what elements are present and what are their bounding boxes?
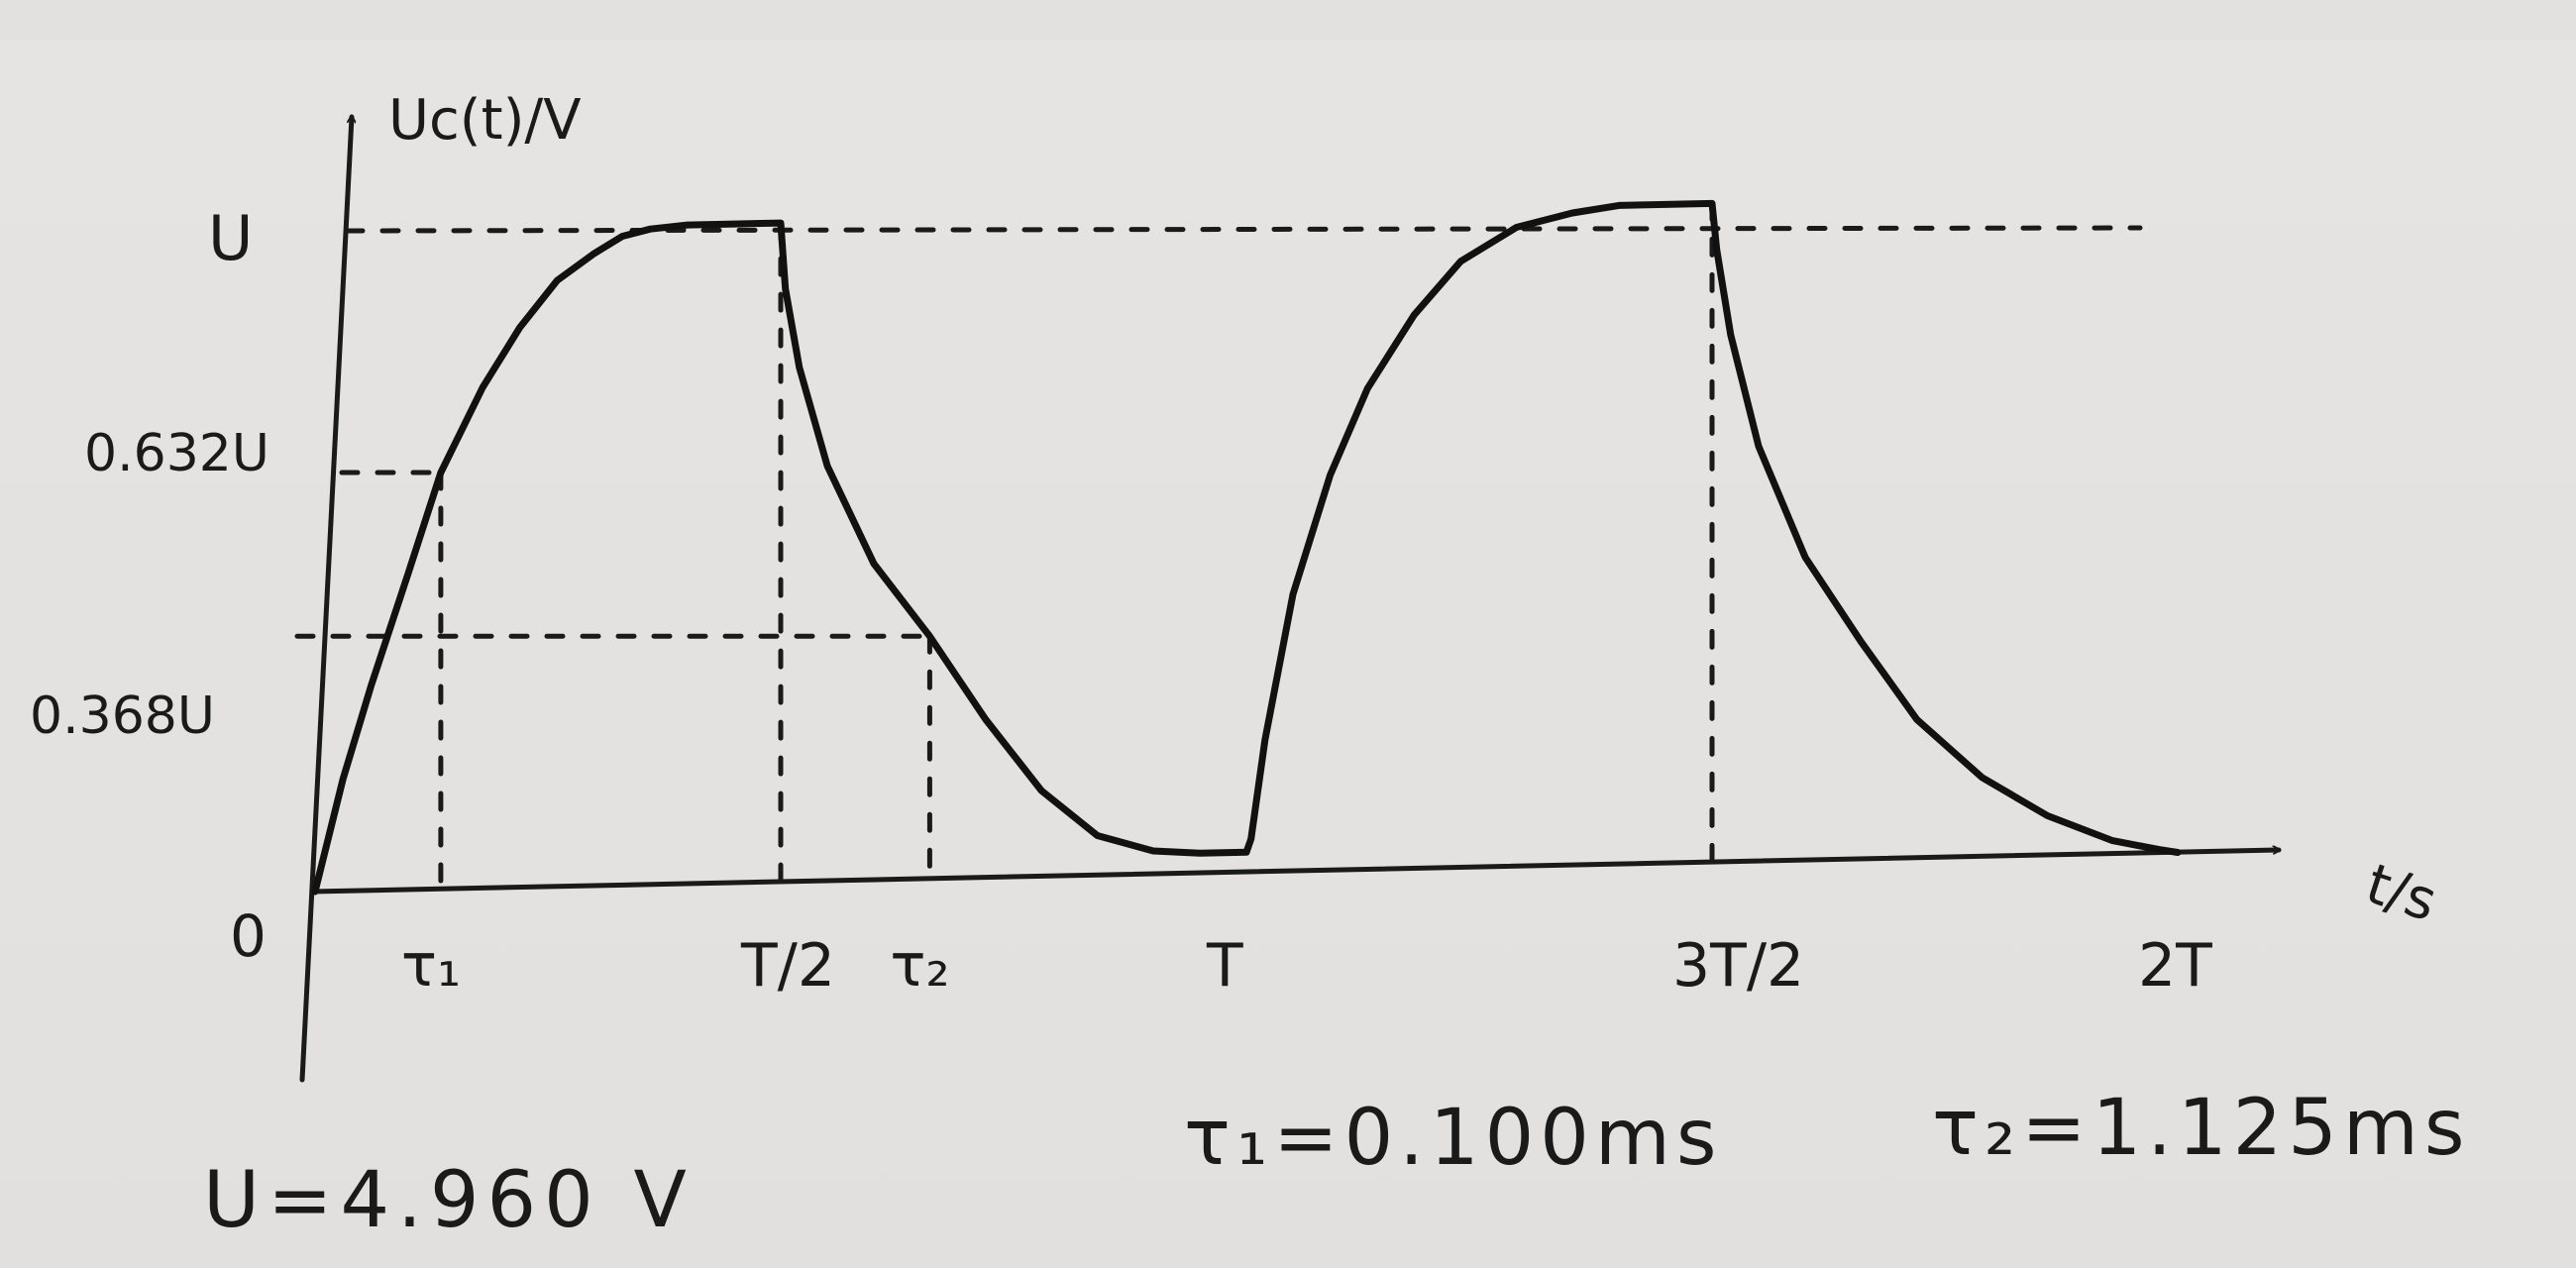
x-tick-label: 2T	[2138, 931, 2212, 1001]
tau1-value-note: τ₁=0.100ms	[1184, 1094, 1723, 1183]
y-tick-labels: U 0.632U 0.368U	[30, 202, 269, 746]
y-axis-label: Uc(t)/V	[388, 88, 582, 153]
capacitor-voltage-curve	[311, 199, 2182, 896]
y-tick-label: 0.368U	[30, 687, 215, 746]
x-tick-label: 3T/2	[1672, 931, 1804, 1001]
y-tick-label: 0.632U	[84, 424, 269, 483]
origin-label: 0	[230, 902, 267, 970]
tau2-value-note: τ₂=1.125ms	[1932, 1084, 2471, 1173]
x-tick-label: T	[1206, 931, 1243, 1001]
x-tick-labels: τ₁ T/2 τ₂ T 3T/2 2T	[401, 931, 2212, 1001]
paper-sheet	[0, 40, 2576, 1268]
y-tick-label: U	[208, 202, 253, 274]
x-axis	[309, 850, 2279, 895]
u-value-note: U=4.960 V	[203, 1156, 695, 1245]
y-axis	[299, 117, 352, 1083]
x-tick-label: T/2	[740, 931, 835, 1001]
x-tick-label: τ₂	[890, 931, 949, 1001]
x-tick-label: τ₁	[401, 931, 461, 1001]
